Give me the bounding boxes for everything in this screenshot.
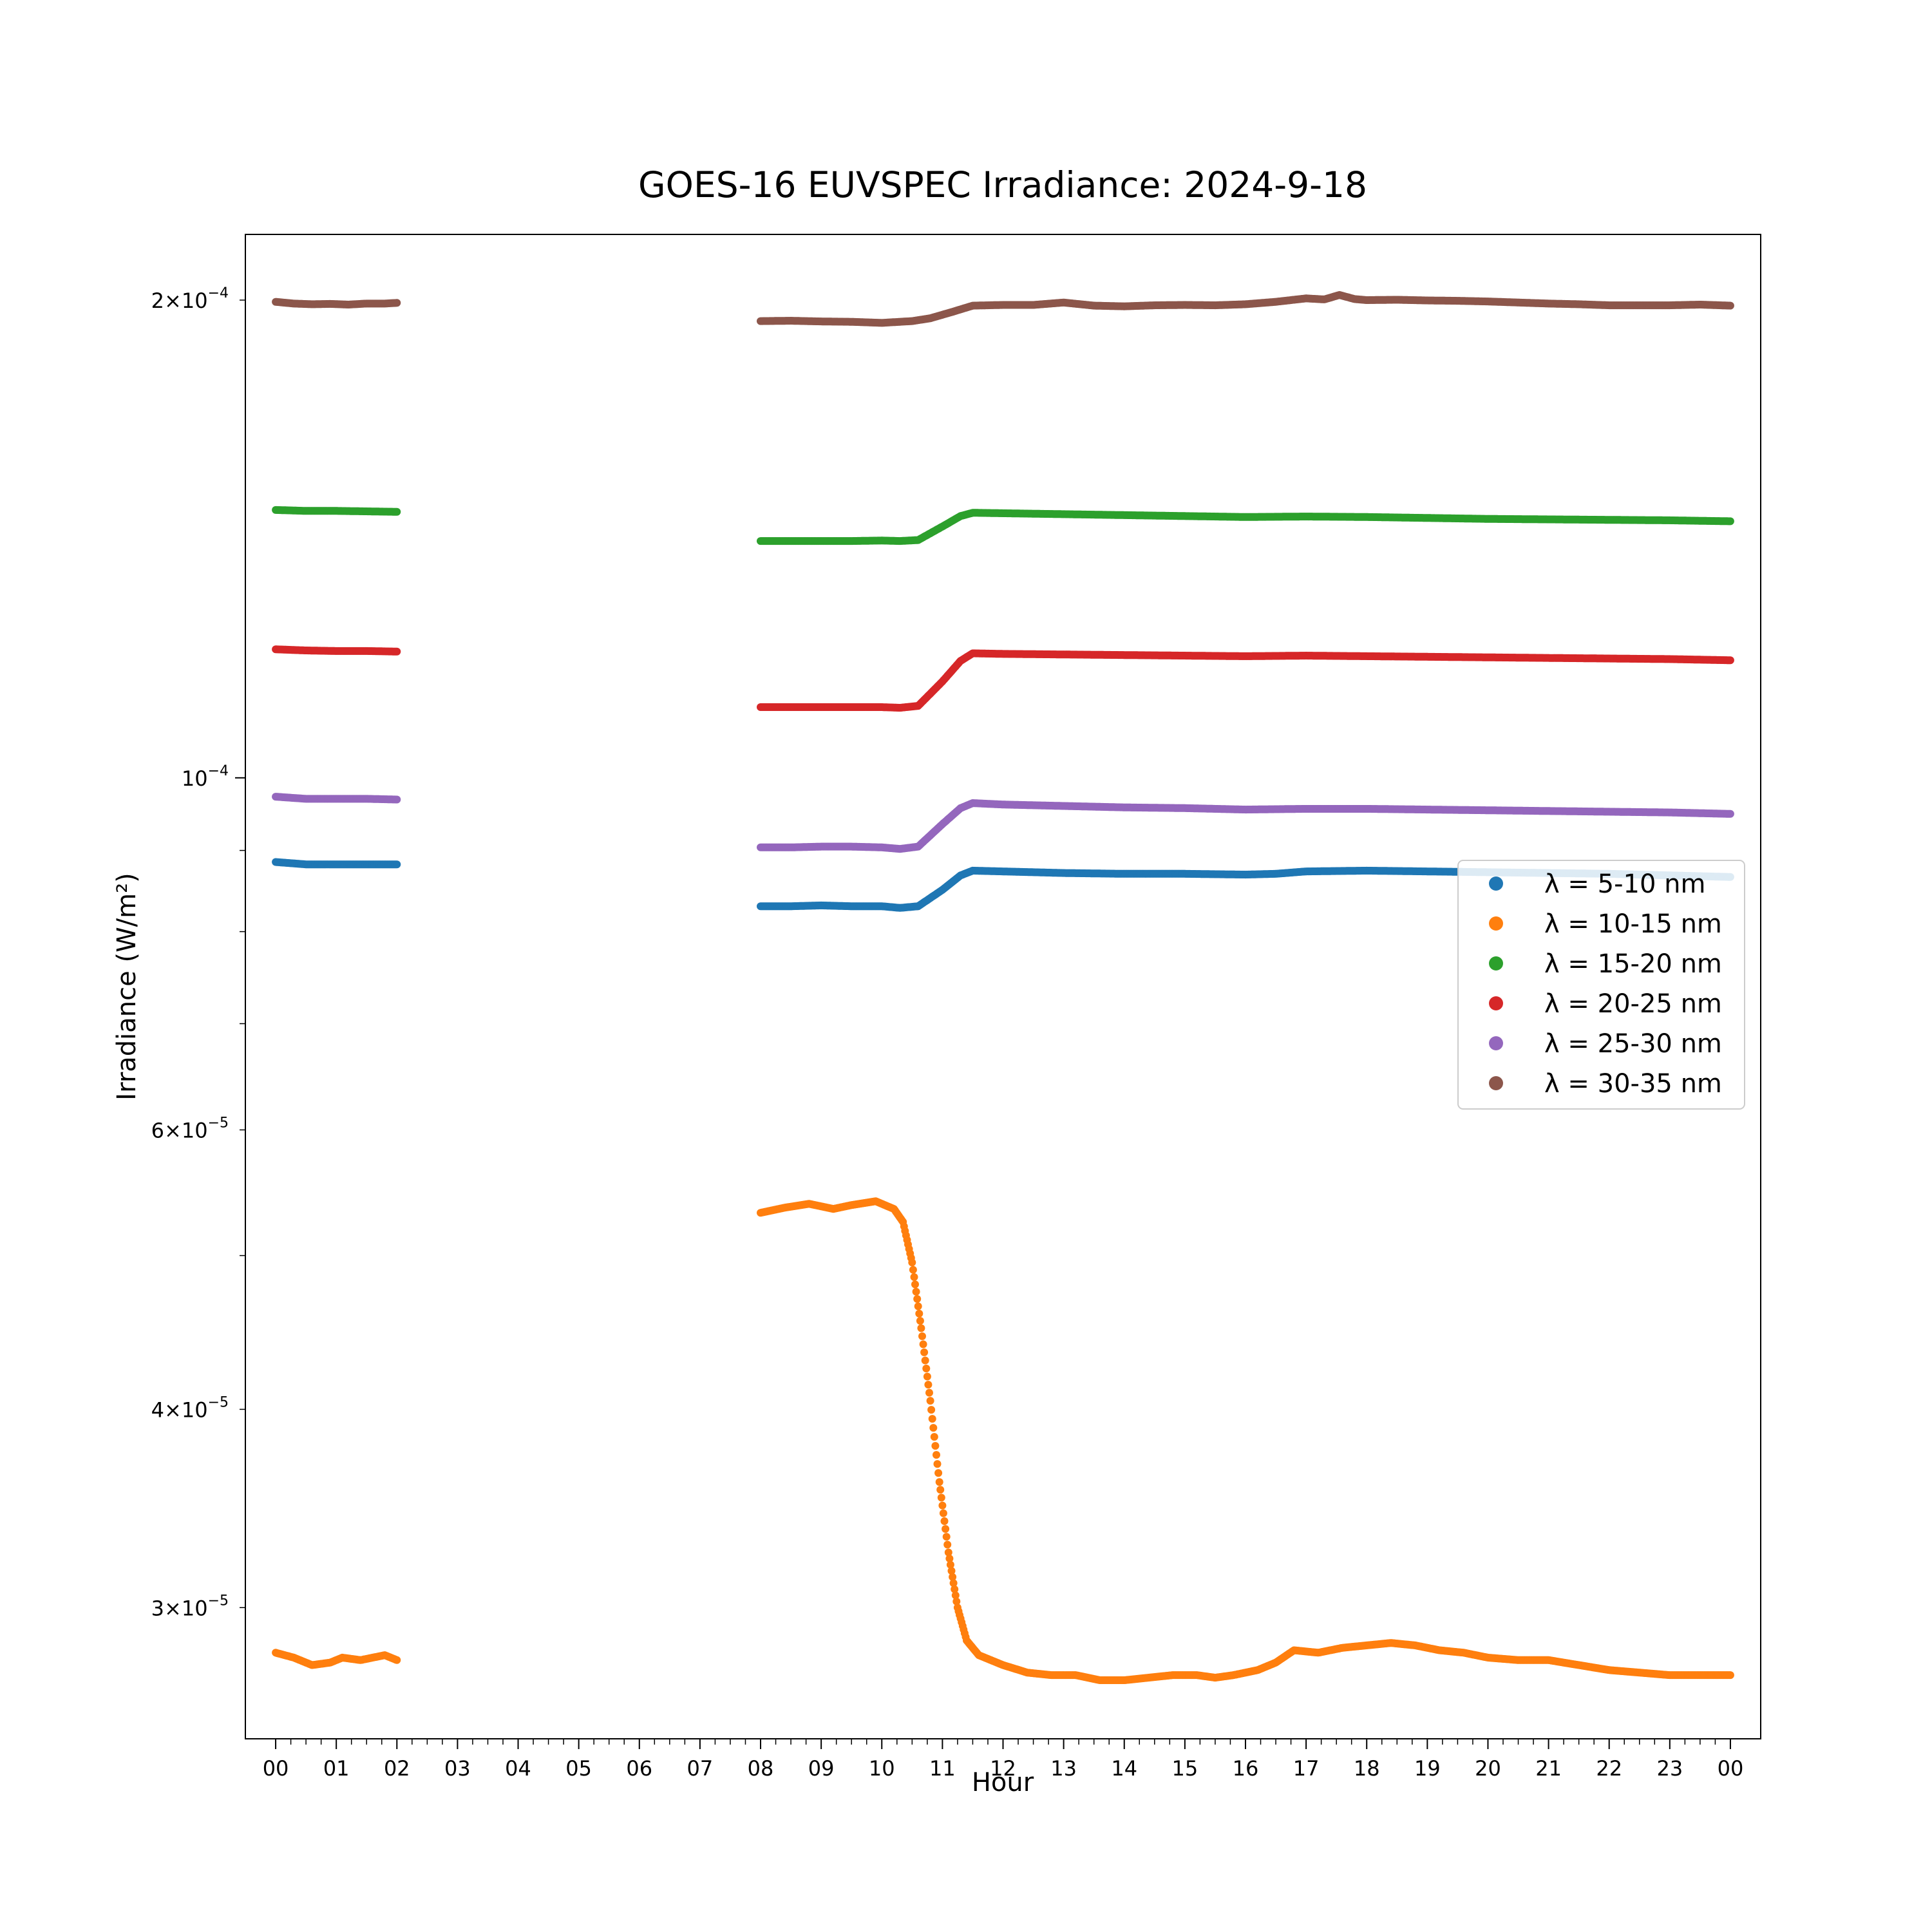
data-point <box>934 1469 943 1477</box>
data-point <box>920 1348 929 1356</box>
data-point <box>946 1560 954 1569</box>
data-layer <box>272 291 1734 1684</box>
data-point <box>910 1273 918 1281</box>
data-point <box>915 1309 923 1318</box>
data-point <box>393 647 401 656</box>
data-point <box>1726 1671 1734 1680</box>
series-4 <box>272 645 1734 712</box>
data-point <box>909 1265 917 1274</box>
data-point <box>949 1573 957 1581</box>
data-point <box>942 1525 950 1533</box>
data-point <box>919 1340 927 1349</box>
data-point <box>951 1585 959 1593</box>
data-point <box>927 1406 936 1414</box>
data-point <box>949 1579 958 1587</box>
data-point <box>928 1415 936 1423</box>
data-point <box>916 1317 924 1325</box>
data-point <box>936 1486 945 1494</box>
series-5 <box>272 793 1734 853</box>
data-point <box>933 1451 940 1459</box>
data-point <box>923 1372 931 1381</box>
data-point <box>393 507 401 516</box>
data-point <box>951 1591 960 1600</box>
data-point <box>921 1356 929 1365</box>
data-point <box>925 1388 933 1397</box>
data-point <box>922 1365 931 1372</box>
data-point <box>943 1540 952 1549</box>
data-point <box>947 1567 956 1575</box>
data-point <box>944 1548 952 1557</box>
data-point <box>1726 656 1734 665</box>
data-point <box>933 1460 942 1468</box>
data-point <box>917 1324 925 1332</box>
data-point <box>935 1478 943 1486</box>
data-point <box>945 1555 954 1563</box>
data-point <box>393 1656 401 1664</box>
data-point <box>938 1501 947 1510</box>
data-point <box>924 1381 933 1389</box>
data-point <box>393 795 401 804</box>
data-point <box>929 1424 938 1432</box>
chart-title: GOES-16 EUVSPEC Irradiance: 2024-9-18 <box>638 164 1367 205</box>
data-point <box>914 1302 922 1311</box>
data-point <box>939 1509 947 1517</box>
data-point <box>918 1332 926 1340</box>
data-point <box>940 1517 949 1525</box>
data-point <box>937 1493 945 1502</box>
data-point <box>942 1533 951 1541</box>
data-point <box>926 1397 934 1405</box>
series-2 <box>272 1197 1734 1684</box>
data-point <box>912 1287 920 1296</box>
data-point <box>911 1280 919 1289</box>
data-point <box>931 1442 940 1450</box>
data-point <box>393 860 401 869</box>
data-point <box>952 1597 961 1605</box>
series-3 <box>272 506 1734 545</box>
data-point <box>913 1295 922 1303</box>
data-point <box>930 1433 938 1441</box>
data-point <box>1726 517 1734 526</box>
data-point <box>908 1258 916 1267</box>
